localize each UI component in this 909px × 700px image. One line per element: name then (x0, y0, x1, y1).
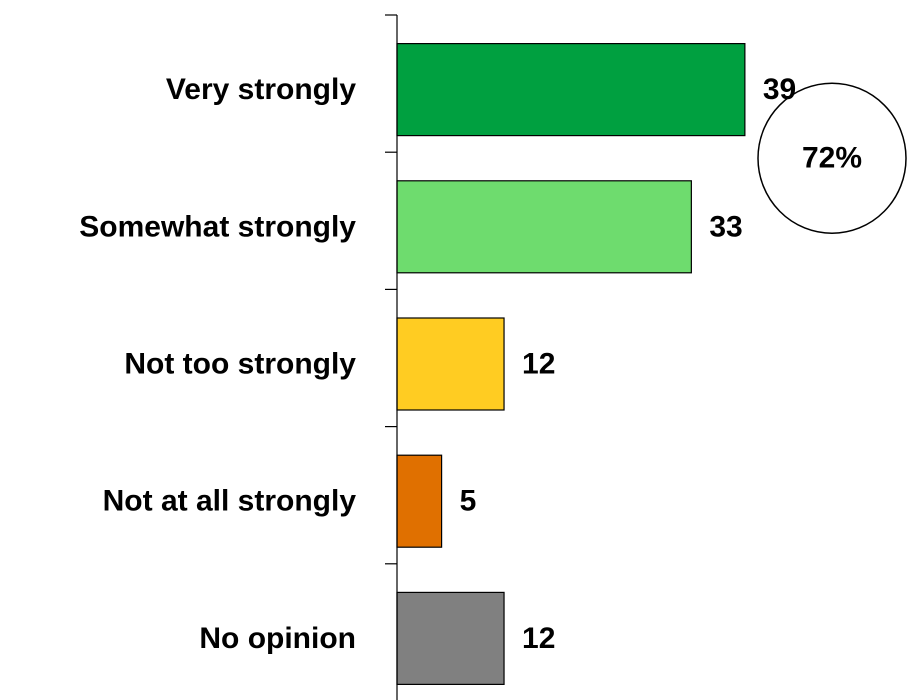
bar-not-at-all-strongly (396, 454, 443, 548)
value-label: 39 (763, 73, 796, 106)
total-callout: 72% (757, 82, 907, 234)
bar-not-too-strongly (396, 317, 505, 411)
category-label: Not at all strongly (103, 485, 357, 518)
category-label: Not too strongly (124, 348, 356, 381)
value-label: 5 (460, 485, 477, 518)
labels-layer: Very strongly 39 Somewhat strongly 33 Not to… (79, 73, 796, 655)
category-axis (385, 14, 398, 700)
value-label: 33 (709, 210, 742, 243)
callout-label: 72% (802, 142, 862, 175)
category-label: No opinion (199, 622, 356, 655)
category-label: Somewhat strongly (79, 210, 356, 243)
bar-very-strongly (396, 42, 746, 137)
callout-circle (757, 82, 907, 234)
value-label: 12 (522, 622, 555, 655)
bar-no-opinion (396, 591, 505, 686)
value-label: 12 (522, 348, 555, 381)
bar-somewhat-strongly (396, 180, 692, 274)
category-label: Very strongly (166, 73, 356, 106)
bars-layer (396, 42, 746, 686)
